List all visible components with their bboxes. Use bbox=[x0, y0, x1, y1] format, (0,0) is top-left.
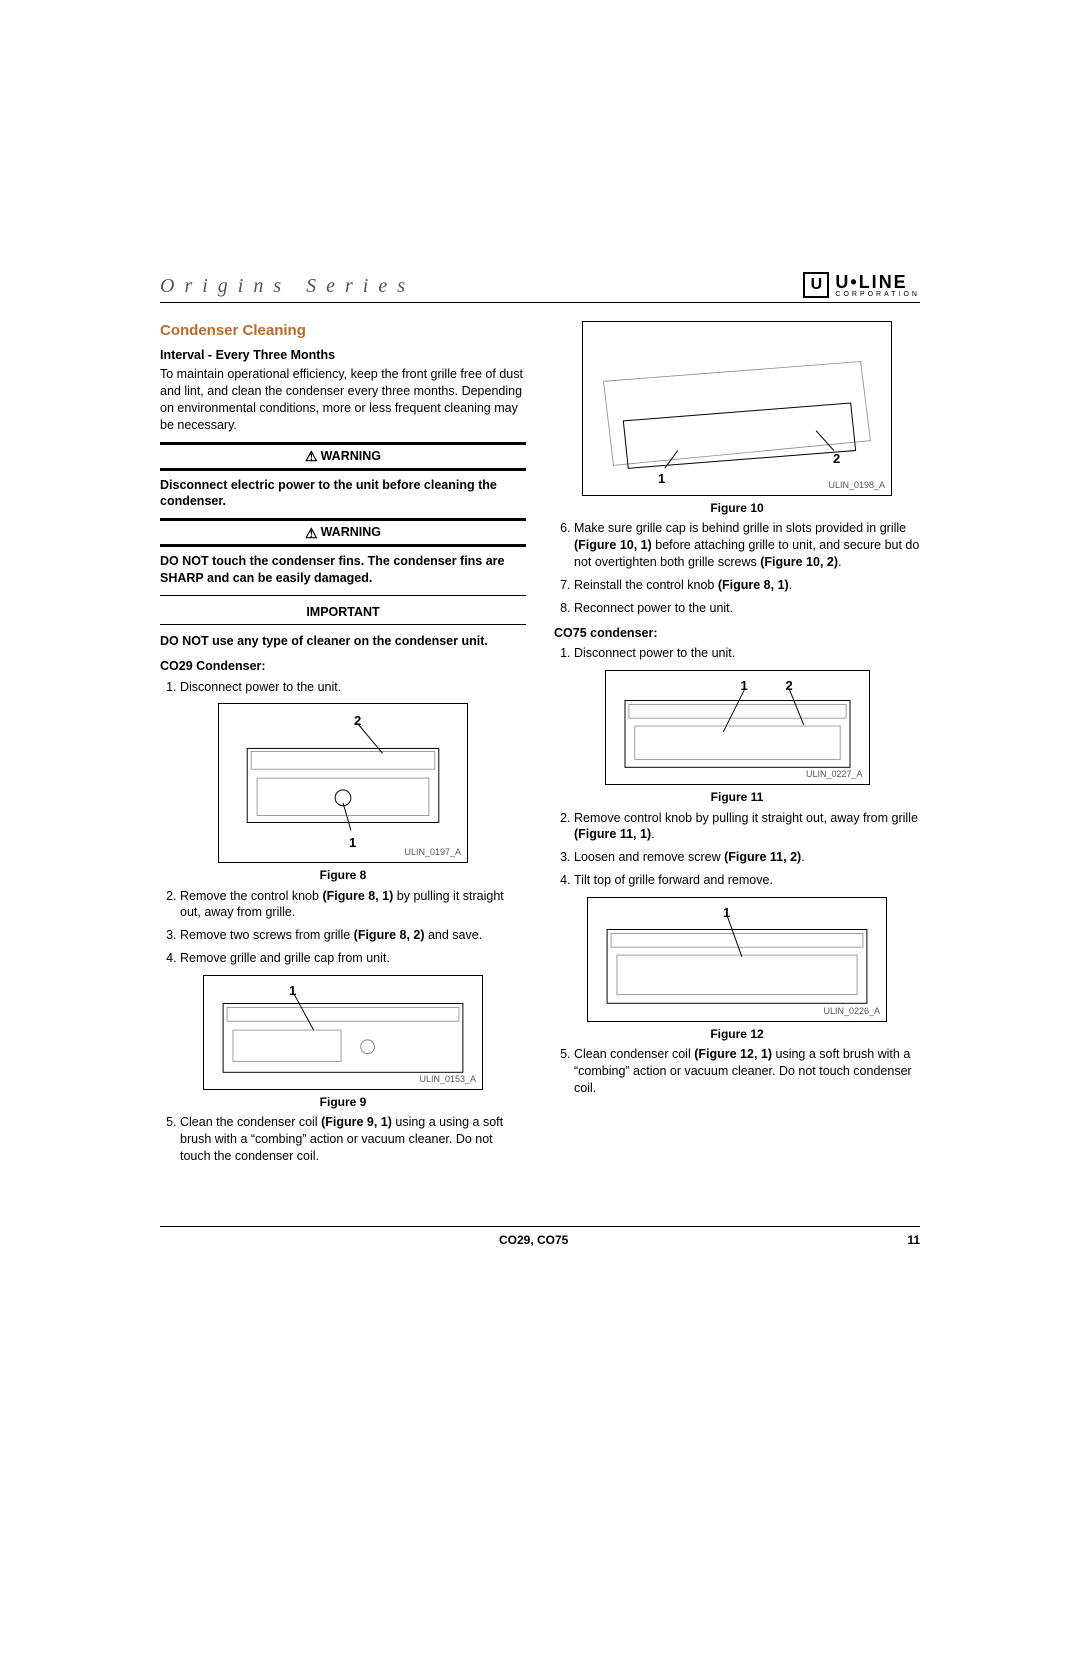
warning-text-1: Disconnect electric power to the unit be… bbox=[160, 477, 526, 511]
co75-step-2: Remove control knob by pulling it straig… bbox=[574, 810, 920, 844]
footer-page-number: 11 bbox=[907, 1233, 920, 1247]
important-label: IMPORTANT bbox=[306, 604, 379, 621]
figure-callout: 1 bbox=[723, 904, 730, 922]
figure-10: ULIN_0198_A 1 2 Figure 10 bbox=[554, 321, 920, 516]
warning-label: WARNING bbox=[321, 448, 381, 465]
figure-11-caption: Figure 11 bbox=[554, 789, 920, 805]
figure-8-box: ULIN_0197_A 2 1 bbox=[218, 703, 468, 863]
warning-block-1: ⚠ WARNING Disconnect electric power to t… bbox=[160, 442, 526, 511]
brand-logo-icon: U bbox=[803, 272, 829, 298]
right-column: ULIN_0198_A 1 2 Figure 10 Make sure grill… bbox=[554, 321, 920, 1173]
figure-8-caption: Figure 8 bbox=[160, 867, 526, 883]
co29-step-6: Make sure grille cap is behind grille in… bbox=[574, 520, 920, 571]
figure-callout: 2 bbox=[354, 712, 361, 730]
figure-9-box: ULIN_0153_A 1 bbox=[203, 975, 483, 1090]
co29-step-2: Remove the control knob (Figure 8, 1) by… bbox=[180, 888, 526, 922]
co29-step-3: Remove two screws from grille (Figure 8,… bbox=[180, 927, 526, 944]
co75-step-list-1: Disconnect power to the unit. bbox=[554, 645, 920, 662]
co29-heading: CO29 Condenser: bbox=[160, 658, 526, 675]
co29-step-list-1: Disconnect power to the unit. bbox=[160, 679, 526, 696]
figure-9: ULIN_0153_A 1 Figure 9 bbox=[160, 975, 526, 1110]
figure-10-code: ULIN_0198_A bbox=[828, 479, 885, 491]
figure-11-code: ULIN_0227_A bbox=[806, 768, 863, 780]
figure-10-caption: Figure 10 bbox=[554, 500, 920, 516]
brand-subtitle: CORPORATION bbox=[835, 291, 920, 298]
series-title: Origins Series bbox=[160, 275, 415, 298]
co29-step-7: Reinstall the control knob (Figure 8, 1)… bbox=[574, 577, 920, 594]
manual-page: Origins Series U U•LINE CORPORATION Cond… bbox=[160, 272, 920, 1173]
figure-callout: 1 bbox=[658, 470, 665, 488]
important-heading: IMPORTANT bbox=[160, 604, 526, 624]
co29-step-4: Remove grille and grille cap from unit. bbox=[180, 950, 526, 967]
figure-callout: 1 bbox=[741, 677, 748, 695]
co29-step-8: Reconnect power to the unit. bbox=[574, 600, 920, 617]
figure-10-illustration bbox=[583, 322, 891, 495]
figure-9-code: ULIN_0153_A bbox=[419, 1073, 476, 1085]
content-columns: Condenser Cleaning Interval - Every Thre… bbox=[160, 321, 920, 1173]
figure-8: ULIN_0197_A 2 1 Figure 8 bbox=[160, 703, 526, 883]
warning-block-2: ⚠ WARNING DO NOT touch the condenser fin… bbox=[160, 518, 526, 587]
warning-heading-2: ⚠ WARNING bbox=[160, 521, 526, 544]
figure-9-caption: Figure 9 bbox=[160, 1094, 526, 1110]
co29-step-5: Clean the condenser coil (Figure 9, 1) u… bbox=[180, 1114, 526, 1165]
figure-callout: 2 bbox=[786, 677, 793, 695]
figure-callout: 1 bbox=[349, 834, 356, 852]
co29-step-list-4: Make sure grille cap is behind grille in… bbox=[554, 520, 920, 616]
figure-8-code: ULIN_0197_A bbox=[404, 846, 461, 858]
figure-12-caption: Figure 12 bbox=[554, 1026, 920, 1042]
figure-8-illustration bbox=[219, 704, 467, 862]
warning-triangle-icon: ⚠ bbox=[305, 449, 318, 463]
warning-heading-1: ⚠ WARNING bbox=[160, 445, 526, 468]
co75-heading: CO75 condenser: bbox=[554, 625, 920, 642]
co75-step-4: Tilt top of grille forward and remove. bbox=[574, 872, 920, 889]
page-header: Origins Series U U•LINE CORPORATION bbox=[160, 272, 920, 303]
co75-step-list-2: Remove control knob by pulling it straig… bbox=[554, 810, 920, 890]
figure-10-box: ULIN_0198_A 1 2 bbox=[582, 321, 892, 496]
figure-11: ULIN_0227_A 1 2 Figure 11 bbox=[554, 670, 920, 805]
figure-12-box: ULIN_0226_A 1 bbox=[587, 897, 887, 1022]
co29-step-1: Disconnect power to the unit. bbox=[180, 679, 526, 696]
page-footer: CO29, CO75 11 bbox=[160, 1226, 920, 1247]
figure-11-box: ULIN_0227_A 1 2 bbox=[605, 670, 870, 785]
interval-heading: Interval - Every Three Months bbox=[160, 347, 526, 364]
figure-12-illustration bbox=[588, 898, 886, 1021]
warning-label: WARNING bbox=[321, 524, 381, 541]
brand-name: U•LINE bbox=[835, 273, 920, 291]
warning-triangle-icon: ⚠ bbox=[305, 526, 318, 540]
figure-12-code: ULIN_0226_A bbox=[823, 1005, 880, 1017]
figure-12: ULIN_0226_A 1 Figure 12 bbox=[554, 897, 920, 1042]
co29-step-list-2: Remove the control knob (Figure 8, 1) by… bbox=[160, 888, 526, 968]
co75-step-3: Loosen and remove screw (Figure 11, 2). bbox=[574, 849, 920, 866]
co75-step-1: Disconnect power to the unit. bbox=[574, 645, 920, 662]
brand-text: U•LINE CORPORATION bbox=[835, 273, 920, 298]
brand-block: U U•LINE CORPORATION bbox=[803, 272, 920, 298]
figure-callout: 2 bbox=[833, 450, 840, 468]
intro-paragraph: To maintain operational efficiency, keep… bbox=[160, 366, 526, 434]
co29-step-list-3: Clean the condenser coil (Figure 9, 1) u… bbox=[160, 1114, 526, 1165]
left-column: Condenser Cleaning Interval - Every Thre… bbox=[160, 321, 526, 1173]
co75-step-list-3: Clean condenser coil (Figure 12, 1) usin… bbox=[554, 1046, 920, 1097]
figure-callout: 1 bbox=[289, 982, 296, 1000]
section-title: Condenser Cleaning bbox=[160, 321, 526, 341]
important-text: DO NOT use any type of cleaner on the co… bbox=[160, 633, 526, 650]
warning-text-2: DO NOT touch the condenser fins. The con… bbox=[160, 553, 526, 587]
footer-models: CO29, CO75 bbox=[499, 1233, 568, 1247]
co75-step-5: Clean condenser coil (Figure 12, 1) usin… bbox=[574, 1046, 920, 1097]
